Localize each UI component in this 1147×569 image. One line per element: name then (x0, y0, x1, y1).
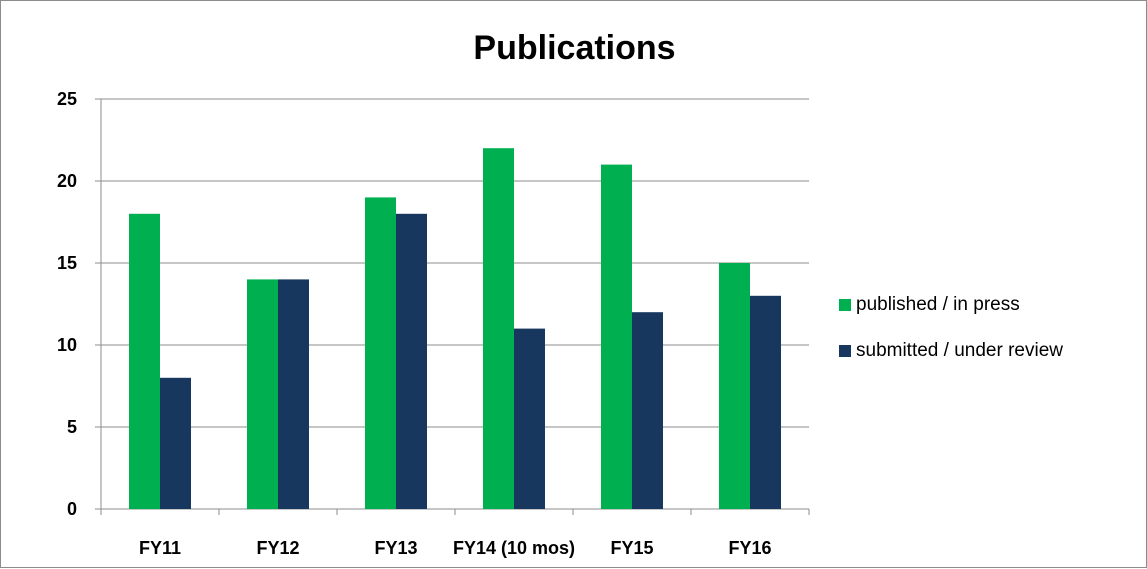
bar-published-fy13 (365, 197, 396, 509)
bar-published-fy11 (129, 213, 160, 510)
x-tick-label: FY16 (728, 538, 771, 558)
x-tick-label: FY15 (610, 538, 653, 558)
bar-submitted-fy14-10-mos- (514, 328, 545, 509)
x-tick-label: FY11 (139, 538, 181, 558)
bar-published-fy15 (601, 164, 632, 509)
chart-title: Publications (473, 29, 676, 67)
bar-submitted-fy16 (750, 295, 781, 509)
bar-submitted-fy11 (160, 377, 191, 509)
legend-label-submitted: submitted / under review (856, 340, 1063, 361)
y-tick-label: 10 (57, 335, 77, 355)
x-tick-label: FY12 (256, 538, 299, 558)
legend: published / in press submitted / under r… (839, 293, 1063, 385)
y-tick-label: 25 (57, 89, 77, 109)
bar-submitted-fy13 (396, 213, 427, 510)
legend-label-published: published / in press (856, 294, 1020, 315)
x-tick-label: FY13 (374, 538, 417, 558)
y-tick-label: 20 (57, 171, 77, 191)
legend-item-submitted: submitted / under review (839, 339, 1063, 363)
bar-submitted-fy12 (278, 279, 309, 509)
y-tick-label: 15 (57, 253, 77, 273)
bar-published-fy14-10-mos- (483, 148, 514, 509)
legend-item-published: published / in press (839, 293, 1063, 317)
bar-submitted-fy15 (632, 312, 663, 509)
legend-swatch-submitted (839, 345, 851, 357)
y-tick-label: 0 (67, 499, 77, 519)
legend-swatch-published (839, 299, 851, 311)
bar-published-fy16 (719, 263, 750, 509)
x-tick-label: FY14 (10 mos) (453, 538, 575, 558)
y-tick-label: 5 (67, 417, 77, 437)
bar-published-fy12 (247, 279, 278, 509)
